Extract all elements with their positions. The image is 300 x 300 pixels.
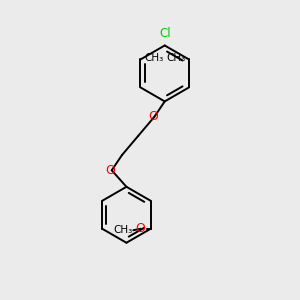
Text: O: O: [148, 110, 158, 123]
Text: O: O: [135, 222, 145, 235]
Text: CH₃: CH₃: [144, 53, 163, 63]
Text: O: O: [105, 164, 115, 177]
Text: CH₃: CH₃: [166, 53, 185, 63]
Text: Cl: Cl: [159, 27, 170, 40]
Text: CH₃: CH₃: [113, 225, 133, 235]
